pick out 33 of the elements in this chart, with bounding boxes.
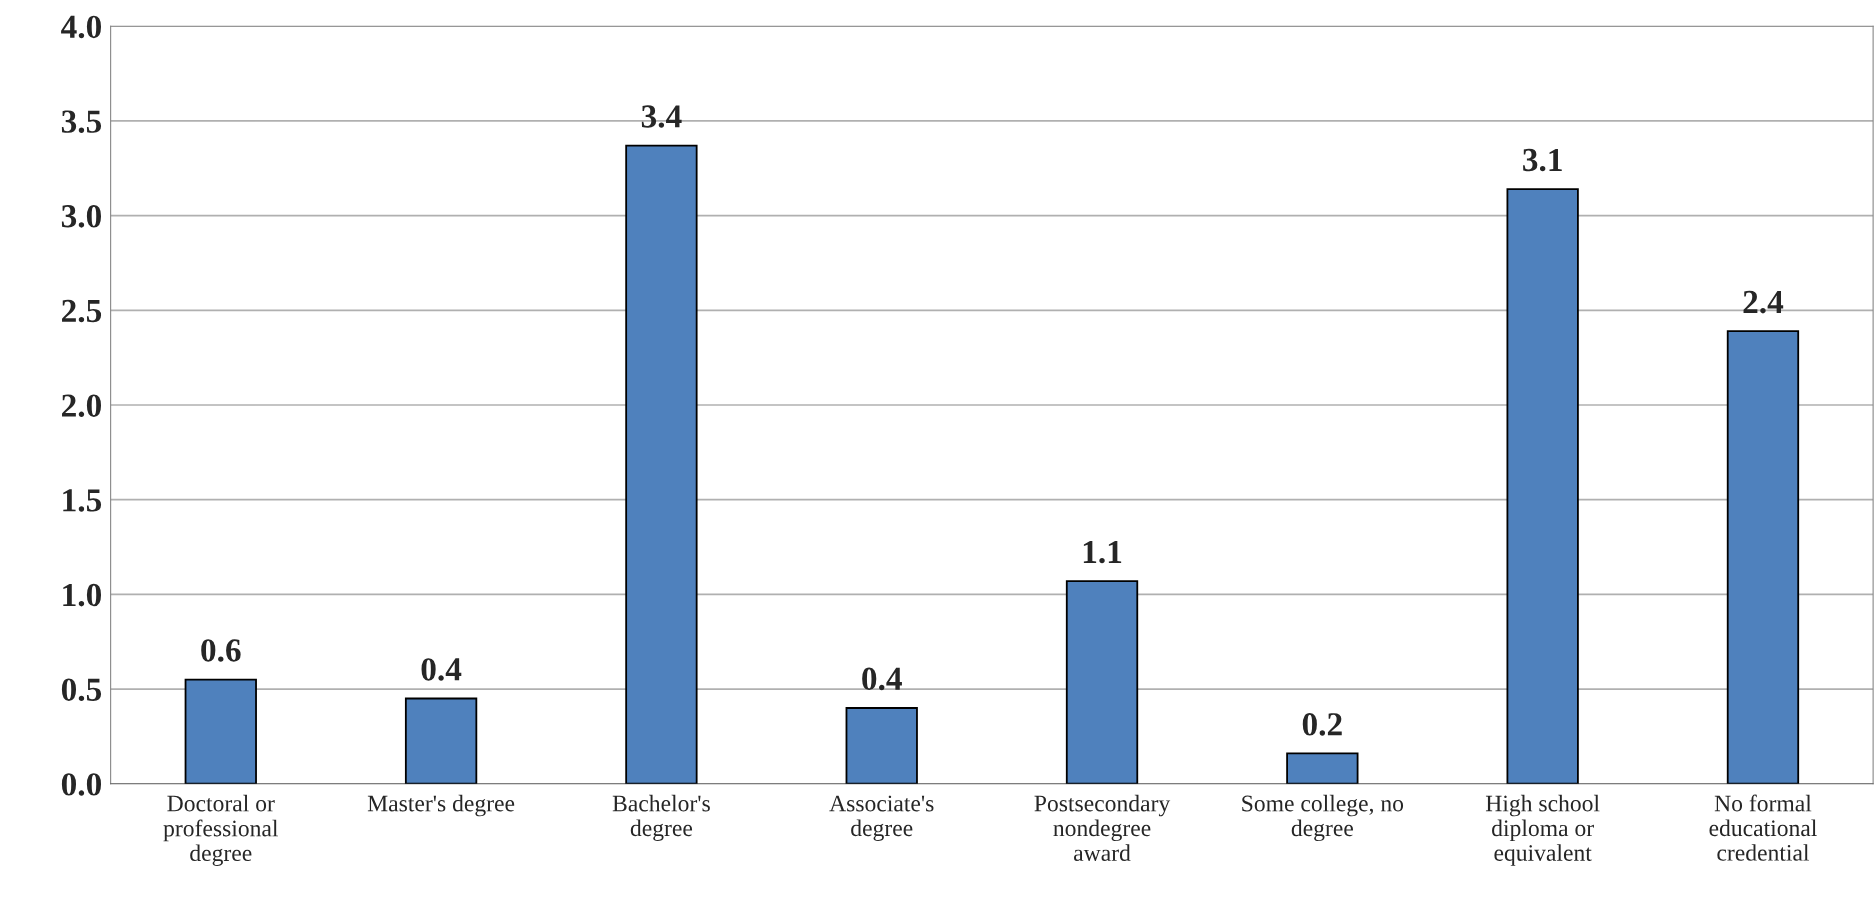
- x-tick-label: Master's degree: [367, 794, 515, 817]
- y-tick-label: 1.5: [63, 489, 102, 512]
- data-label: 2.4: [1743, 290, 1784, 314]
- y-tick-label: 1.0: [63, 583, 102, 607]
- x-tick-label: No formal educational credential: [1709, 794, 1817, 861]
- y-tick-label: 3.5: [61, 110, 102, 133]
- data-label: 1.1: [1083, 540, 1122, 564]
- y-tick-label: 4.0: [61, 15, 102, 39]
- data-label: 3.4: [641, 105, 682, 128]
- bar: [625, 144, 698, 784]
- y-tick-label: 3.0: [61, 205, 102, 228]
- bar: [1726, 330, 1800, 784]
- bar: [1286, 752, 1359, 784]
- y-tick-label: 2.0: [62, 394, 102, 418]
- x-tick-label: Postsecondary nondegree award: [1034, 794, 1171, 861]
- data-label: 3.1: [1523, 148, 1562, 172]
- x-tick-label: High school diploma or equivalent: [1485, 794, 1600, 866]
- bar: [184, 678, 257, 784]
- bar: [1065, 580, 1139, 784]
- x-tick-label: Associate's degree: [829, 795, 934, 842]
- x-tick-label: Some college, no degree: [1242, 794, 1404, 842]
- bar: [1506, 188, 1579, 784]
- y-tick-label: 0.0: [61, 773, 102, 796]
- y-tick-label: 2.5: [62, 299, 102, 323]
- bar: [404, 697, 478, 784]
- y-tick-label: 0.5: [61, 678, 102, 702]
- x-tick-label: Doctoral or professional degree: [163, 794, 279, 866]
- data-label: 0.4: [421, 658, 462, 681]
- data-label: 0.4: [862, 667, 902, 691]
- data-label: 0.6: [201, 639, 241, 662]
- data-label: 0.2: [1302, 713, 1342, 736]
- x-tick-label: Bachelor's degree: [612, 794, 710, 842]
- bar: [845, 707, 918, 784]
